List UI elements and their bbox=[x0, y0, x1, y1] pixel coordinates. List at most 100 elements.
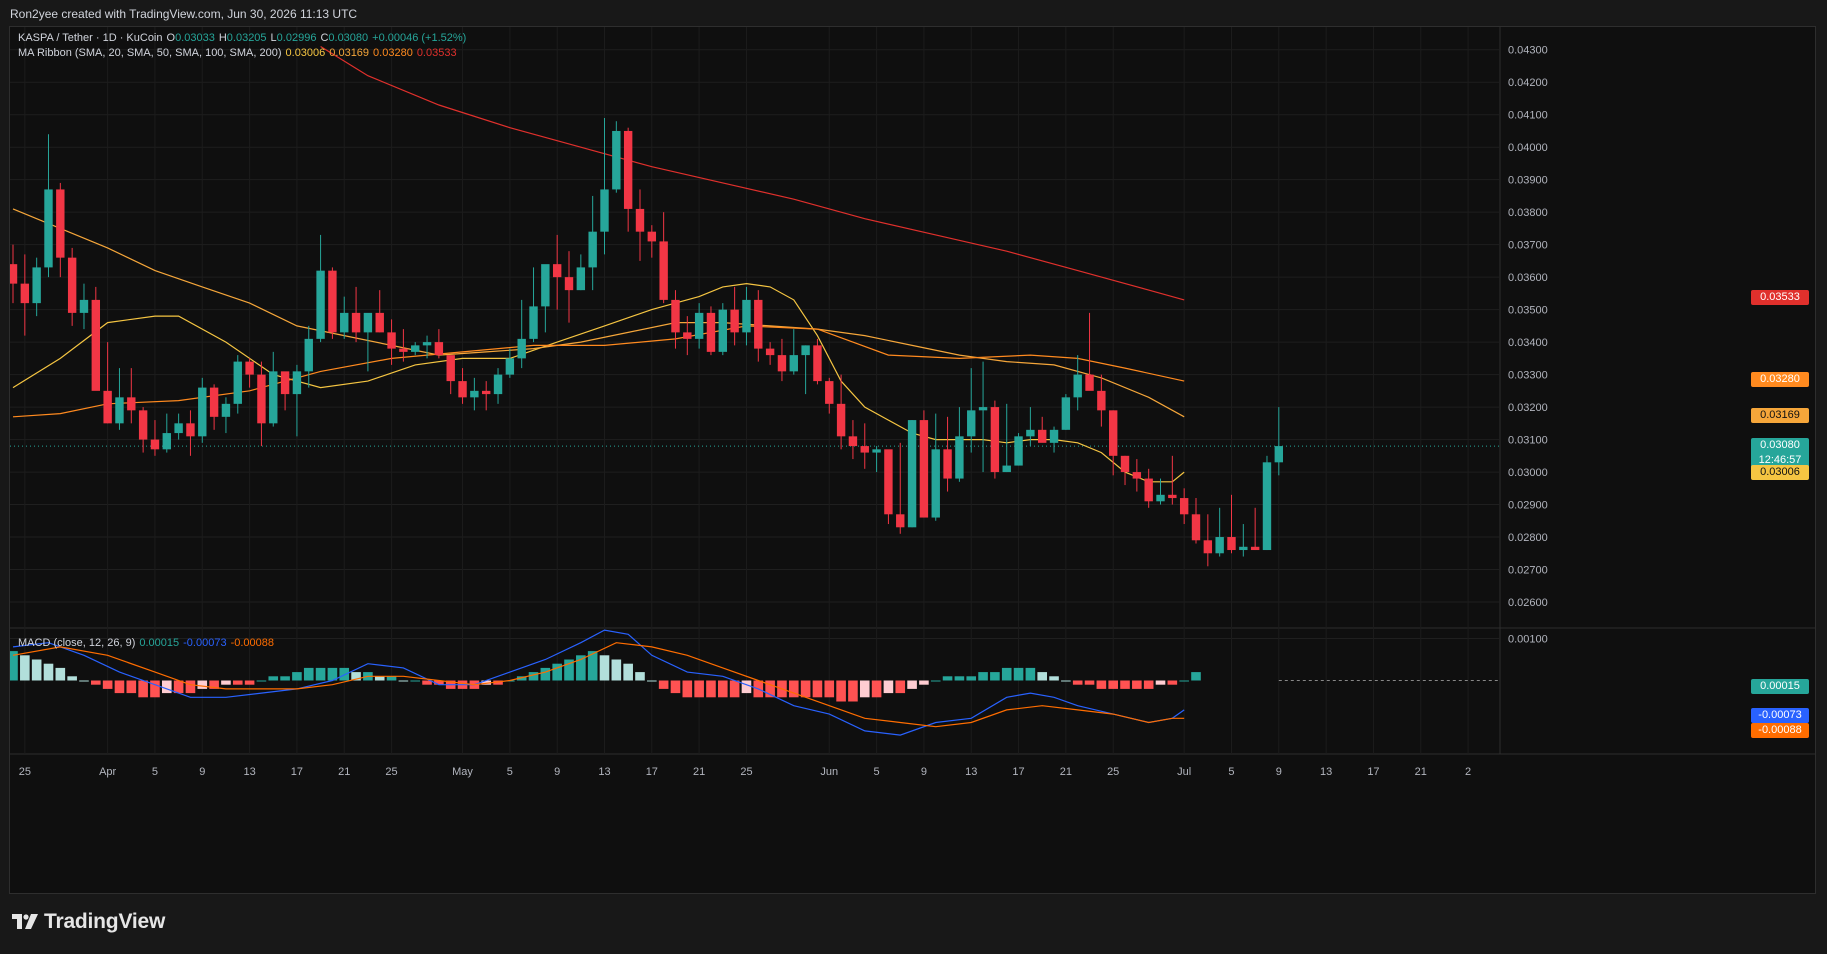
macd-histogram-bar bbox=[741, 680, 752, 694]
time-tick-label: 9 bbox=[1276, 766, 1282, 778]
candle-body bbox=[1026, 429, 1035, 437]
candle-body bbox=[493, 374, 503, 395]
macd-histogram-bar bbox=[221, 680, 231, 685]
candle-body bbox=[907, 420, 917, 528]
macd-histogram-bar bbox=[20, 655, 30, 681]
macd-histogram-bar bbox=[1072, 680, 1083, 685]
time-tick-label: 25 bbox=[385, 766, 397, 778]
time-tick-label: 5 bbox=[1228, 766, 1234, 778]
macd-histogram-bar bbox=[647, 680, 657, 682]
candle-body bbox=[434, 342, 444, 356]
symbol-title: KASPA / Tether · 1D · KuCoin bbox=[18, 32, 163, 44]
macd-histogram-bar bbox=[327, 667, 338, 681]
candle-body bbox=[588, 231, 597, 268]
time-tick-label: 25 bbox=[1107, 766, 1119, 778]
symbol-legend: KASPA / Tether · 1D · KuCoin O0.03033 H0.0… bbox=[18, 32, 470, 44]
macd-histogram-bar bbox=[173, 680, 184, 694]
candle-body bbox=[186, 423, 195, 437]
macd-histogram-bar bbox=[55, 667, 66, 681]
price-tick-label: 0.02700 bbox=[1508, 565, 1548, 577]
macd-hist-value: 0.00015 bbox=[139, 637, 180, 649]
price-tick-label: 0.03600 bbox=[1508, 272, 1548, 284]
high-value: 0.03205 bbox=[226, 32, 267, 44]
candle-body bbox=[1108, 410, 1118, 456]
open-label: O bbox=[166, 32, 176, 44]
macd-histogram-bar bbox=[599, 655, 610, 681]
candlestick-chart[interactable]: 0.04300 0.04200 0.04100 0.04000 0.03900 0.038… bbox=[10, 27, 1815, 893]
candle-body bbox=[328, 270, 337, 333]
macd-histogram-bar bbox=[351, 672, 361, 681]
candle-body bbox=[269, 371, 278, 424]
candle-body bbox=[280, 371, 290, 395]
macd-histogram-bar bbox=[1143, 680, 1154, 689]
candle-body bbox=[789, 355, 798, 372]
macd-histogram-bar bbox=[339, 667, 350, 681]
candle-body bbox=[884, 449, 893, 515]
ma50-line bbox=[12, 208, 1185, 418]
candle-body bbox=[340, 312, 349, 333]
macd-histogram-bar bbox=[398, 680, 409, 682]
ma20-line bbox=[12, 282, 1185, 483]
macd-histogram-bar bbox=[161, 680, 172, 694]
candle-body bbox=[458, 381, 467, 398]
candle-body bbox=[103, 390, 112, 424]
time-tick-label: 21 bbox=[693, 766, 705, 778]
macd-histogram-bar bbox=[1132, 680, 1142, 689]
macd-histogram-bar bbox=[256, 680, 267, 682]
high-label: H bbox=[218, 32, 227, 44]
time-tick-label: 21 bbox=[338, 766, 350, 778]
macd-histogram-bar bbox=[374, 676, 385, 681]
candle-body bbox=[245, 361, 254, 375]
macd-histogram-bar bbox=[564, 659, 574, 681]
open-value: 0.03033 bbox=[175, 32, 215, 44]
candle-body bbox=[422, 342, 432, 346]
time-tick-label: Apr bbox=[99, 766, 116, 778]
macd-histogram-bar bbox=[197, 680, 208, 689]
macd-histogram-bar bbox=[386, 676, 397, 681]
macd-histogram-bar bbox=[1120, 680, 1130, 689]
macd-histogram-bar bbox=[800, 680, 811, 698]
candle-body bbox=[115, 397, 124, 424]
macd-histogram-bar bbox=[871, 680, 882, 698]
top-bar: Ron2yee created with TradingView.com, Ju… bbox=[0, 0, 1827, 26]
candle-body bbox=[1250, 546, 1260, 551]
chart-frame[interactable]: 0.04300 0.04200 0.04100 0.04000 0.03900 0.038… bbox=[9, 26, 1816, 894]
macd-histogram-bar bbox=[434, 680, 444, 685]
candle-body bbox=[1120, 455, 1130, 473]
macd-histogram-bar bbox=[1096, 680, 1107, 689]
candle-body bbox=[1239, 546, 1248, 551]
macd-histogram-bar bbox=[79, 680, 89, 682]
macd-histogram-bar bbox=[493, 680, 503, 685]
candle-body bbox=[411, 345, 420, 352]
candle-body bbox=[860, 446, 869, 453]
macd-histogram-bar bbox=[528, 672, 539, 681]
macd-histogram-bar bbox=[694, 680, 704, 698]
price-tick-label: 0.03400 bbox=[1508, 337, 1548, 349]
time-tick-label: May bbox=[452, 766, 473, 778]
candle-body bbox=[765, 348, 775, 356]
candle-body bbox=[1203, 540, 1213, 554]
macd-histogram-bar bbox=[729, 680, 740, 698]
ma-title: MA Ribbon (SMA, 20, SMA, 50, SMA, 100, S… bbox=[18, 47, 282, 59]
time-tick-label: 21 bbox=[1415, 766, 1427, 778]
candle-body bbox=[209, 387, 219, 417]
candle-body bbox=[150, 439, 160, 450]
candle-body bbox=[801, 345, 810, 356]
candle-body bbox=[718, 309, 727, 352]
candle-body bbox=[967, 410, 976, 437]
macd-histogram-bar bbox=[43, 663, 54, 681]
macd-histogram-bar bbox=[587, 651, 598, 681]
time-tick-label: Jun bbox=[820, 766, 838, 778]
macd-histogram-bar bbox=[114, 680, 125, 694]
macd-histogram-bar bbox=[812, 680, 823, 698]
tradingview-logo[interactable]: TradingView bbox=[12, 910, 165, 934]
ma50-value: 0.03169 bbox=[329, 47, 370, 59]
time-tick-label: 25 bbox=[740, 766, 752, 778]
time-tick-label: 13 bbox=[243, 766, 255, 778]
macd-histogram-bar bbox=[481, 680, 491, 685]
macd-histogram-bar bbox=[67, 676, 77, 681]
candle-body bbox=[20, 283, 30, 304]
macd-histogram-bar bbox=[907, 680, 917, 689]
macd-histogram-bar bbox=[635, 672, 645, 681]
candle-body bbox=[446, 355, 455, 382]
